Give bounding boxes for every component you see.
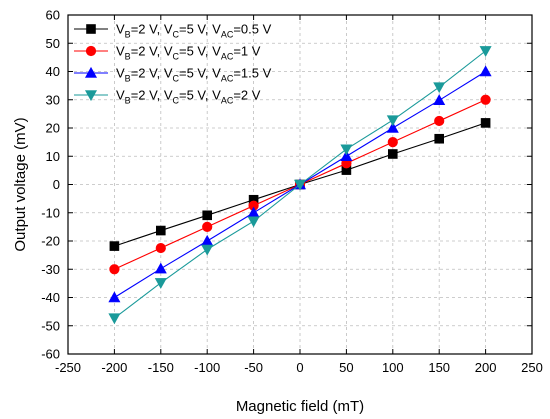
- y-tick-label: 20: [46, 121, 60, 136]
- data-point: [480, 118, 491, 128]
- data-point: [387, 149, 398, 159]
- legend-label: VB=2 V, VC=5 V, VAC=1.5 V: [116, 66, 272, 84]
- x-tick-label: 0: [296, 360, 303, 375]
- legend-subscript: C: [173, 52, 180, 62]
- legend-text-part: =5 V, V: [179, 88, 221, 103]
- legend-entry: VB=2 V, VC=5 V, VAC=0.5 V: [74, 22, 272, 40]
- data-point: [387, 137, 398, 148]
- legend-text-part: =2 V, V: [131, 66, 173, 81]
- series-3: [108, 46, 492, 325]
- legend-subscript: C: [173, 30, 180, 40]
- data-point: [480, 94, 491, 105]
- x-tick-label: -250: [55, 360, 81, 375]
- data-point: [479, 46, 492, 57]
- legend-text-part: =5 V, V: [179, 66, 221, 81]
- x-axis-title: Magnetic field (mT): [236, 398, 364, 415]
- y-tick-label: 40: [46, 64, 60, 79]
- data-point: [109, 264, 120, 275]
- legend-text-part: =5 V, V: [179, 44, 221, 59]
- x-tick-label: -100: [194, 360, 220, 375]
- y-tick-label: -50: [41, 318, 60, 333]
- legend-text-part: V: [116, 88, 125, 103]
- data-point: [154, 262, 167, 274]
- legend: VB=2 V, VC=5 V, VAC=0.5 VVB=2 V, VC=5 V,…: [74, 22, 272, 106]
- legend-subscript: C: [173, 96, 180, 106]
- legend-entry: VB=2 V, VC=5 V, VAC=1.5 V: [74, 66, 272, 84]
- legend-text-part: V: [116, 66, 125, 81]
- legend-text-part: V: [116, 22, 125, 37]
- legend-text-part: =5 V, V: [179, 22, 221, 37]
- y-tick-label: 60: [46, 8, 60, 23]
- data-point: [201, 234, 214, 246]
- legend-subscript: AC: [221, 30, 234, 40]
- x-tick-label: -200: [101, 360, 127, 375]
- y-tick-label: -40: [41, 290, 60, 305]
- legend-label: VB=2 V, VC=5 V, VAC=2 V: [116, 88, 261, 106]
- y-tick-label: -10: [41, 205, 60, 220]
- data-point: [202, 210, 212, 221]
- legend-subscript: C: [173, 74, 180, 84]
- data-point: [340, 144, 353, 156]
- legend-subscript: B: [125, 96, 131, 106]
- legend-entry: VB=2 V, VC=5 V, VAC=2 V: [74, 88, 261, 106]
- legend-text-part: =2 V, V: [131, 44, 173, 59]
- y-tick-label: -60: [41, 347, 60, 362]
- legend-text-part: =2 V, V: [131, 88, 173, 103]
- legend-subscript: AC: [221, 74, 234, 84]
- data-point: [386, 115, 399, 127]
- data-point: [108, 313, 121, 325]
- data-point: [434, 133, 445, 144]
- x-tick-label: -50: [244, 360, 263, 375]
- data-point: [247, 216, 260, 228]
- data-point: [201, 244, 214, 256]
- data-point: [340, 150, 353, 161]
- data-point: [433, 94, 446, 106]
- legend-subscript: B: [125, 30, 131, 40]
- data-point: [479, 65, 492, 77]
- series-layer: [108, 46, 492, 325]
- legend-subscript: B: [125, 74, 131, 84]
- x-tick-label: 100: [382, 360, 404, 375]
- legend-subscript: AC: [221, 52, 234, 62]
- legend-marker: [84, 90, 98, 102]
- data-point: [155, 242, 166, 254]
- x-tick-label: 250: [521, 360, 543, 375]
- y-tick-label: -30: [41, 262, 60, 277]
- y-tick-label: 30: [46, 92, 60, 107]
- legend-marker: [84, 66, 98, 78]
- legend-text-part: =1.5 V: [233, 66, 271, 81]
- legend-text-part: =0.5 V: [233, 22, 271, 37]
- legend-text-part: V: [116, 44, 125, 59]
- data-point: [293, 179, 307, 191]
- y-tick-label: 10: [46, 149, 60, 164]
- ticks: -250 -200 -150 -100 -50 0 50 100 150 200 250-60-50…: [41, 8, 543, 376]
- data-point: [109, 241, 120, 251]
- legend-text-part: =2 V, V: [131, 22, 173, 37]
- y-tick-label: -20: [41, 234, 60, 249]
- data-point: [386, 121, 399, 133]
- data-point: [108, 291, 121, 303]
- legend-subscript: AC: [221, 96, 234, 106]
- x-tick-label: -150: [148, 360, 174, 375]
- data-point: [434, 115, 445, 127]
- y-axis-title: Output voltage (mV): [12, 117, 29, 251]
- y-tick-label: 0: [53, 177, 60, 192]
- legend-label: VB=2 V, VC=5 V, VAC=0.5 V: [116, 22, 272, 40]
- y-tick-label: 50: [46, 36, 60, 51]
- legend-marker: [85, 45, 97, 57]
- x-tick-label: 150: [428, 360, 450, 375]
- legend-text-part: =2 V: [233, 88, 260, 103]
- data-point: [156, 225, 166, 236]
- data-point: [433, 82, 446, 94]
- data-point: [154, 278, 167, 289]
- legend-subscript: B: [125, 52, 131, 62]
- legend-entry: VB=2 V, VC=5 V, VAC=1 V: [74, 44, 261, 62]
- legend-text-part: =1 V: [233, 44, 260, 59]
- legend-label: VB=2 V, VC=5 V, VAC=1 V: [116, 44, 261, 62]
- legend-marker: [86, 24, 96, 34]
- x-tick-label: 200: [475, 360, 497, 375]
- data-point: [202, 221, 213, 232]
- x-tick-label: 50: [339, 360, 353, 375]
